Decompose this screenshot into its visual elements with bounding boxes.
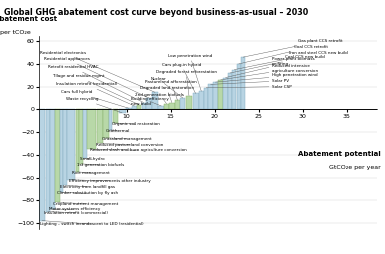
Bar [38,109,45,221]
Text: Solar PV: Solar PV [211,79,289,84]
Text: Degraded forest reforestation: Degraded forest reforestation [156,70,216,96]
Bar [158,106,164,109]
Text: Abatement potential: Abatement potential [298,151,381,157]
Text: Building efficiency
new build: Building efficiency new build [131,97,169,106]
Bar [67,109,75,180]
Bar [146,98,152,109]
Bar [169,103,175,109]
Text: Reduced intensive
agriculture conversion: Reduced intensive agriculture conversion [221,64,318,80]
Bar [109,109,112,130]
Text: Power plant biomass
co-firing: Power plant biomass co-firing [226,57,314,77]
Text: Clinker substitution by fly ash: Clinker substitution by fly ash [57,192,118,195]
Text: 2nd generation biofuels: 2nd generation biofuels [135,93,184,104]
Text: Coal CCS retrofit: Coal CCS retrofit [239,45,328,64]
Text: Motor systems efficiency: Motor systems efficiency [49,207,100,211]
Text: Nuclear: Nuclear [150,77,183,98]
Text: € per tCO₂e: € per tCO₂e [0,30,31,35]
Text: Residential electronics: Residential electronics [40,51,155,92]
Bar [84,109,87,158]
Text: Geothermal: Geothermal [106,129,130,133]
Text: GtCO₂e per year: GtCO₂e per year [329,165,381,170]
Text: Reduced slash and burn agriculture conversion: Reduced slash and burn agriculture conve… [90,148,187,152]
Text: Efficiency improvements other industry: Efficiency improvements other industry [69,179,151,183]
Bar [223,77,228,109]
Bar [87,109,96,149]
Text: Cropland nutrient management: Cropland nutrient management [53,202,118,206]
Bar [97,109,103,144]
Text: Abatement cost: Abatement cost [0,16,58,22]
Text: Solar CSP: Solar CSP [206,85,291,89]
Bar [60,109,63,192]
Text: Small hydro: Small hydro [80,157,105,161]
Bar [132,106,137,109]
Bar [208,84,213,109]
Bar [137,105,141,109]
Bar [204,88,208,109]
Bar [103,109,109,138]
Text: Reduced pastureland conversion: Reduced pastureland conversion [96,142,164,147]
Bar [232,70,236,109]
Bar [199,91,204,109]
Text: Tillage and residue mgmt: Tillage and residue mgmt [52,74,139,105]
Text: Cars plug-in hybrid: Cars plug-in hybrid [162,63,201,93]
Text: Retrofit residential HVAC: Retrofit residential HVAC [48,65,144,103]
Text: Electricity from landfill gas: Electricity from landfill gas [60,185,115,188]
Text: Insulation retrofit (residential): Insulation retrofit (residential) [56,82,134,106]
Bar [192,93,199,109]
Text: Degraded land restoration: Degraded land restoration [140,86,194,103]
Text: Residential appliances: Residential appliances [44,57,149,98]
Text: Organic soil restoration: Organic soil restoration [112,122,160,126]
Bar [186,96,192,109]
Text: Waste recycling: Waste recycling [66,97,122,113]
Text: Insulation retrofit (commercial): Insulation retrofit (commercial) [44,211,108,215]
Text: High penetration wind: High penetration wind [215,73,317,82]
Bar [152,92,158,109]
Bar [55,109,60,202]
Bar [79,109,83,164]
Bar [126,108,132,109]
Bar [45,109,50,212]
Text: Coal CCS new build: Coal CCS new build [230,55,325,73]
Bar [142,103,146,109]
Bar [112,109,119,123]
Text: Gas plant CCS retrofit: Gas plant CCS retrofit [243,39,343,57]
Text: 1st generation biofuels: 1st generation biofuels [77,163,124,167]
Bar [218,80,223,109]
Bar [164,104,169,109]
Bar [241,57,245,109]
Bar [180,98,186,109]
Text: Low penetration wind: Low penetration wind [168,54,212,91]
Text: Lighting – switch incandescent to LED (residential): Lighting – switch incandescent to LED (r… [40,221,144,226]
Bar [119,109,126,113]
Bar [50,109,55,209]
Text: Global GHG abatement cost curve beyond business-as-usual – 2030: Global GHG abatement cost curve beyond b… [4,8,308,17]
Bar [236,64,241,109]
Text: Pastureland afforestation: Pastureland afforestation [145,80,197,100]
Text: Iron and steel CCS new build: Iron and steel CCS new build [234,51,348,70]
Bar [75,109,79,172]
Bar [228,73,232,109]
Bar [175,100,180,109]
Text: Grassland management: Grassland management [102,137,152,141]
Text: Cars full hybrid: Cars full hybrid [61,90,129,108]
Bar [213,82,218,109]
Bar [63,109,67,185]
Text: Rice management: Rice management [72,171,110,175]
